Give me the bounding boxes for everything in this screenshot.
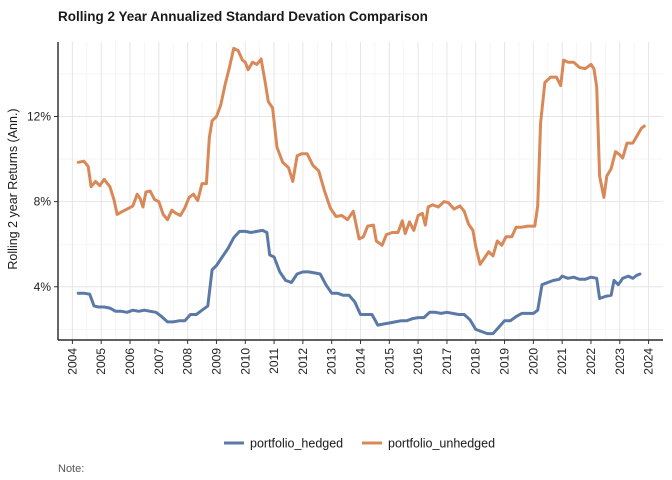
gridlines bbox=[58, 42, 663, 340]
x-tick-label: 2021 bbox=[555, 348, 569, 375]
x-axis-ticks: 2004 2005 2006 2007 2008 2009 2010 2011 2012 2013… bbox=[65, 340, 656, 375]
x-tick-label: 2017 bbox=[440, 348, 454, 375]
x-tick-label: 2010 bbox=[238, 348, 252, 375]
y-axis-ticks: 4% 8% 12% bbox=[27, 110, 58, 294]
chart-caption: Note: bbox=[58, 463, 84, 475]
x-tick-label: 2007 bbox=[152, 348, 166, 375]
x-tick-label: 2016 bbox=[411, 348, 425, 375]
y-tick-label: 8% bbox=[34, 195, 52, 209]
x-tick-label: 2018 bbox=[469, 348, 483, 375]
y-tick-label: 4% bbox=[34, 280, 52, 294]
series-layer bbox=[76, 46, 646, 336]
x-tick-label: 2020 bbox=[526, 348, 540, 375]
y-tick-label: 12% bbox=[27, 110, 51, 124]
x-tick-label: 2013 bbox=[325, 348, 339, 375]
x-tick-label: 2023 bbox=[613, 348, 627, 375]
x-tick-label: 2004 bbox=[65, 348, 79, 375]
series-line-portfolio-hedged bbox=[76, 228, 642, 336]
x-tick-label: 2011 bbox=[267, 348, 281, 374]
x-tick-label: 2006 bbox=[123, 348, 137, 375]
x-tick-label: 2019 bbox=[498, 348, 512, 375]
legend: portfolio_hedged portfolio_unhedged bbox=[224, 437, 495, 451]
legend-label-portfolio-hedged: portfolio_hedged bbox=[250, 437, 343, 451]
y-axis-title: Rolling 2 year Returns (Ann.) bbox=[6, 108, 20, 269]
chart-title: Rolling 2 Year Annualized Standard Devat… bbox=[58, 9, 428, 24]
x-tick-label: 2009 bbox=[209, 348, 223, 375]
x-tick-label: 2015 bbox=[382, 348, 396, 375]
x-tick-label: 2005 bbox=[94, 348, 108, 375]
x-tick-label: 2014 bbox=[354, 348, 368, 375]
x-tick-label: 2022 bbox=[584, 348, 598, 375]
x-tick-label: 2024 bbox=[642, 348, 656, 375]
legend-label-portfolio-unhedged: portfolio_unhedged bbox=[388, 437, 495, 451]
series-line-portfolio-unhedged bbox=[76, 46, 646, 266]
x-tick-label: 2008 bbox=[181, 348, 195, 375]
x-tick-label: 2012 bbox=[296, 348, 310, 375]
